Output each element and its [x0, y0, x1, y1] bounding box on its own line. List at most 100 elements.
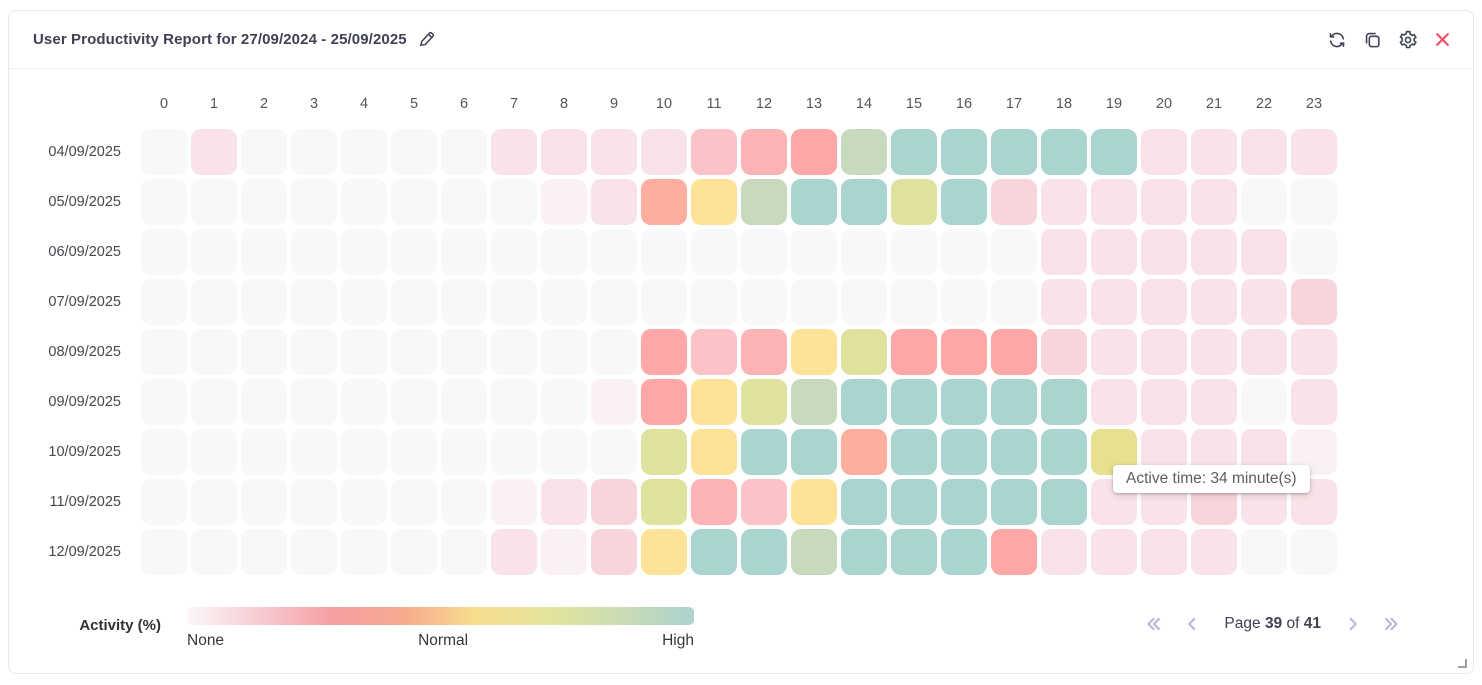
heatmap-cell[interactable]: [291, 429, 337, 475]
heatmap-cell[interactable]: [641, 229, 687, 275]
heatmap-cell[interactable]: [1191, 529, 1237, 575]
heatmap-cell[interactable]: [741, 229, 787, 275]
heatmap-cell[interactable]: [1291, 129, 1337, 175]
heatmap-cell[interactable]: [191, 329, 237, 375]
heatmap-cell[interactable]: [891, 529, 937, 575]
heatmap-cell[interactable]: [391, 129, 437, 175]
heatmap-cell[interactable]: [1291, 279, 1337, 325]
heatmap-cell[interactable]: [691, 279, 737, 325]
heatmap-cell[interactable]: [441, 329, 487, 375]
heatmap-cell[interactable]: [341, 479, 387, 525]
heatmap-cell[interactable]: [791, 379, 837, 425]
heatmap-cell[interactable]: [791, 279, 837, 325]
heatmap-cell[interactable]: [791, 129, 837, 175]
heatmap-cell[interactable]: [991, 379, 1037, 425]
heatmap-cell[interactable]: [891, 179, 937, 225]
heatmap-cell[interactable]: [1141, 229, 1187, 275]
heatmap-cell[interactable]: [641, 179, 687, 225]
heatmap-cell[interactable]: [641, 429, 687, 475]
heatmap-cell[interactable]: [241, 479, 287, 525]
heatmap-cell[interactable]: [691, 379, 737, 425]
heatmap-cell[interactable]: [591, 179, 637, 225]
heatmap-cell[interactable]: [1191, 129, 1237, 175]
heatmap-cell[interactable]: [391, 179, 437, 225]
heatmap-cell[interactable]: [1141, 179, 1187, 225]
heatmap-cell[interactable]: [1041, 529, 1087, 575]
heatmap-cell[interactable]: [641, 379, 687, 425]
heatmap-cell[interactable]: [691, 129, 737, 175]
heatmap-cell[interactable]: [291, 179, 337, 225]
heatmap-cell[interactable]: [141, 479, 187, 525]
heatmap-cell[interactable]: [1041, 429, 1087, 475]
last-page-button[interactable]: [1381, 613, 1403, 635]
heatmap-cell[interactable]: [291, 279, 337, 325]
heatmap-cell[interactable]: [141, 229, 187, 275]
heatmap-cell[interactable]: [191, 379, 237, 425]
first-page-button[interactable]: [1142, 613, 1164, 635]
copy-button[interactable]: [1363, 30, 1382, 49]
heatmap-cell[interactable]: [141, 329, 187, 375]
heatmap-cell[interactable]: [1191, 279, 1237, 325]
heatmap-cell[interactable]: [141, 429, 187, 475]
heatmap-cell[interactable]: [841, 229, 887, 275]
heatmap-cell[interactable]: [691, 429, 737, 475]
heatmap-cell[interactable]: [841, 429, 887, 475]
heatmap-cell[interactable]: [291, 329, 337, 375]
heatmap-cell[interactable]: [1041, 379, 1087, 425]
heatmap-cell[interactable]: [941, 529, 987, 575]
heatmap-cell[interactable]: [491, 429, 537, 475]
heatmap-cell[interactable]: [341, 429, 387, 475]
heatmap-cell[interactable]: [1091, 379, 1137, 425]
heatmap-cell[interactable]: [541, 329, 587, 375]
heatmap-cell[interactable]: [191, 429, 237, 475]
heatmap-cell[interactable]: [691, 329, 737, 375]
heatmap-cell[interactable]: [1291, 379, 1337, 425]
heatmap-cell[interactable]: [141, 129, 187, 175]
heatmap-cell[interactable]: [291, 529, 337, 575]
heatmap-cell[interactable]: [241, 229, 287, 275]
heatmap-cell[interactable]: [241, 279, 287, 325]
heatmap-cell[interactable]: [141, 279, 187, 325]
heatmap-cell[interactable]: [891, 379, 937, 425]
heatmap-cell[interactable]: [541, 279, 587, 325]
next-page-button[interactable]: [1342, 613, 1364, 635]
heatmap-cell[interactable]: [291, 129, 337, 175]
heatmap-cell[interactable]: [741, 129, 787, 175]
heatmap-cell[interactable]: [991, 179, 1037, 225]
heatmap-cell[interactable]: [491, 379, 537, 425]
heatmap-cell[interactable]: [391, 479, 437, 525]
heatmap-cell[interactable]: [591, 329, 637, 375]
heatmap-cell[interactable]: [1241, 379, 1287, 425]
heatmap-cell[interactable]: [291, 379, 337, 425]
heatmap-cell[interactable]: [491, 229, 537, 275]
heatmap-cell[interactable]: [1191, 379, 1237, 425]
heatmap-cell[interactable]: [1291, 329, 1337, 375]
heatmap-cell[interactable]: [1241, 279, 1287, 325]
heatmap-cell[interactable]: [191, 229, 237, 275]
heatmap-cell[interactable]: [741, 479, 787, 525]
heatmap-cell[interactable]: [591, 379, 637, 425]
prev-page-button[interactable]: [1181, 613, 1203, 635]
heatmap-cell[interactable]: [341, 329, 387, 375]
heatmap-cell[interactable]: [491, 179, 537, 225]
heatmap-cell[interactable]: [541, 229, 587, 275]
heatmap-cell[interactable]: [241, 129, 287, 175]
heatmap-cell[interactable]: [291, 229, 337, 275]
heatmap-cell[interactable]: [941, 179, 987, 225]
heatmap-cell[interactable]: [541, 129, 587, 175]
heatmap-cell[interactable]: [341, 529, 387, 575]
heatmap-cell[interactable]: [641, 329, 687, 375]
heatmap-cell[interactable]: [741, 329, 787, 375]
heatmap-cell[interactable]: [441, 129, 487, 175]
heatmap-cell[interactable]: [341, 279, 387, 325]
heatmap-cell[interactable]: [1091, 129, 1137, 175]
heatmap-cell[interactable]: [141, 379, 187, 425]
heatmap-cell[interactable]: [841, 279, 887, 325]
heatmap-cell[interactable]: [191, 529, 237, 575]
heatmap-cell[interactable]: [941, 229, 987, 275]
heatmap-cell[interactable]: [141, 179, 187, 225]
heatmap-cell[interactable]: [541, 179, 587, 225]
heatmap-cell[interactable]: [491, 129, 537, 175]
heatmap-cell[interactable]: [941, 379, 987, 425]
heatmap-cell[interactable]: [1091, 179, 1137, 225]
